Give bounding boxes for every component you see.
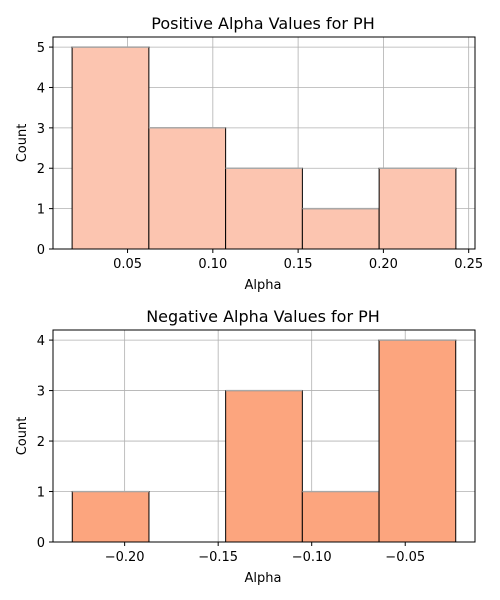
y-tick-label: 1: [37, 203, 45, 218]
histogram-bar: [378, 167, 457, 250]
axes-frame: [52, 329, 476, 543]
histogram-bar: [225, 390, 303, 543]
bars: [71, 46, 457, 250]
x-tick-label: −0.05: [385, 550, 425, 565]
x-tick-label: 0.15: [284, 257, 313, 272]
bars: [71, 339, 457, 543]
y-tick-label: 3: [37, 122, 45, 137]
y-tick-label: 1: [37, 486, 45, 501]
y-axis-label: Count: [15, 124, 30, 163]
chart-title: Negative Alpha Values for PH: [146, 307, 380, 326]
x-tick-label: −0.10: [292, 550, 332, 565]
x-tick-label: 0.10: [198, 257, 227, 272]
x-tick-label: −0.20: [105, 550, 145, 565]
y-tick-label: 0: [37, 243, 45, 258]
y-tick-label: 0: [37, 536, 45, 551]
histogram-bar: [225, 167, 303, 250]
axes-frame: [52, 36, 476, 250]
histogram-bar: [71, 46, 150, 250]
x-tick-label: −0.15: [198, 550, 238, 565]
x-tick-label: 0.25: [454, 257, 483, 272]
histogram-bar: [301, 208, 380, 250]
x-tick-label: 0.05: [113, 257, 142, 272]
y-tick-label: 3: [37, 385, 45, 400]
histogram-bar: [71, 491, 150, 543]
y-tick-label: 2: [37, 162, 45, 177]
x-axis-label: Alpha: [245, 278, 282, 293]
positive-alpha-histogram: Positive Alpha Values for PH Alpha Count…: [15, 14, 483, 293]
histogram-bar: [301, 491, 380, 543]
histogram-bar: [148, 127, 227, 250]
y-axis-label: Count: [15, 417, 30, 456]
x-tick-label: 0.20: [369, 257, 398, 272]
histogram-bar: [378, 339, 457, 543]
y-tick-label: 5: [37, 41, 45, 56]
x-axis-label: Alpha: [245, 571, 282, 586]
y-tick-label: 2: [37, 435, 45, 450]
y-tick-label: 4: [37, 334, 45, 349]
y-tick-label: 4: [37, 81, 45, 96]
negative-alpha-histogram: Negative Alpha Values for PH Alpha Count…: [15, 307, 476, 586]
chart-title: Positive Alpha Values for PH: [151, 14, 374, 33]
